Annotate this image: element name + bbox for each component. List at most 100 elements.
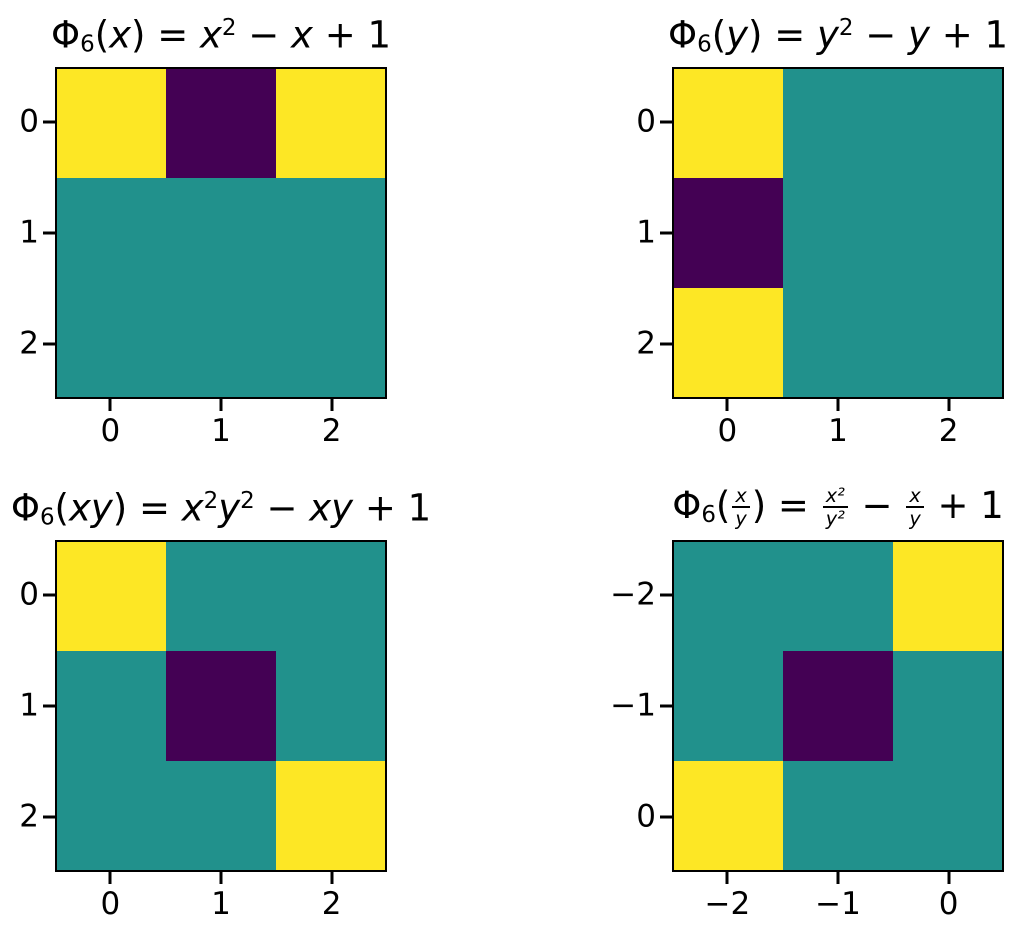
heatmap-cell <box>57 760 167 870</box>
heatmap-cell <box>674 651 784 761</box>
title-segment: xy <box>309 486 354 530</box>
heatmap-cell <box>892 651 1002 761</box>
title-segment: ( <box>711 13 727 57</box>
heatmap-cell <box>275 760 385 870</box>
x-tick-label: 1 <box>828 413 848 449</box>
heatmap-cell <box>783 69 893 179</box>
heatmap-cell <box>783 542 893 652</box>
heatmap-cell <box>892 542 1002 652</box>
tick-mark <box>660 593 672 597</box>
subplot-phi6-y: Φ6(y) = y2 − y + 1 0 1 2 0 1 2 <box>636 16 1008 449</box>
title-segment: − <box>236 13 292 57</box>
heatmap-cell <box>57 542 167 652</box>
tick-mark <box>43 120 55 124</box>
tick-mark <box>43 704 55 708</box>
heatmap-cell <box>57 651 167 761</box>
x-tick-label: 0 <box>100 886 121 922</box>
x-tick-label: 0 <box>100 413 121 449</box>
y-tick-label: 0 <box>19 576 39 613</box>
y-tick-label: 0 <box>19 103 39 140</box>
plot-title-text: Φ6(xy) = x2y2 − xy + 1 <box>11 489 431 530</box>
y-tick-label: 2 <box>19 324 39 361</box>
title-segment: 6 <box>80 31 95 58</box>
title-segment: 2 <box>203 488 219 515</box>
title-segment: + 1 <box>925 483 1004 527</box>
fraction-numerator: x <box>732 485 750 509</box>
plot-title: Φ6(y) = y2 − y + 1 <box>502 3 1023 57</box>
fraction-numerator: x² <box>822 485 848 509</box>
title-segment: 2 <box>838 15 854 42</box>
y-tick-label: 2 <box>19 797 39 834</box>
tick-mark <box>108 872 112 884</box>
x-tick-label: 2 <box>938 413 959 449</box>
heatmap-cell <box>674 178 784 288</box>
title-segment: + 1 <box>929 13 1009 57</box>
heatmap-cell <box>892 69 1002 179</box>
title-segment: y <box>726 13 749 57</box>
heatmap-cell <box>783 651 893 761</box>
heatmap-cell <box>57 178 167 288</box>
title-segment: y <box>908 13 930 57</box>
title-segment: − <box>849 483 905 527</box>
y-tick-label: −1 <box>610 687 656 724</box>
title-segment: ( <box>715 483 731 527</box>
heatmap <box>672 67 1004 399</box>
heatmap-cell <box>674 287 784 397</box>
fraction-denominator: y <box>909 507 921 531</box>
tick-mark <box>219 872 223 884</box>
y-tick-label: 0 <box>636 797 656 834</box>
tick-mark <box>836 399 840 411</box>
heatmap-cell <box>275 178 385 288</box>
title-segment: ( <box>94 13 110 57</box>
tick-mark <box>836 872 840 884</box>
title-segment: y <box>817 13 839 57</box>
heatmap <box>672 540 1004 872</box>
heatmap-cell <box>892 760 1002 870</box>
tick-mark <box>330 399 334 411</box>
plot-title: Φ6(xy) = x2y2 − xy + 1 <box>0 476 557 530</box>
heatmap-cell <box>57 287 167 397</box>
title-segment: 6 <box>701 502 716 529</box>
subplot-phi6-xy: Φ6(xy) = x2y2 − xy + 1 0 1 2 0 1 2 <box>11 489 431 922</box>
x-tick-label: 0 <box>717 413 738 449</box>
title-segment: ) = <box>112 486 182 530</box>
heatmap-cell <box>275 287 385 397</box>
title-segment: 2 <box>221 15 237 42</box>
heatmap-cell <box>166 542 276 652</box>
title-segment: x <box>181 486 204 530</box>
heatmap <box>55 540 387 872</box>
heatmap-cell <box>166 760 276 870</box>
y-tick-label: 2 <box>636 324 656 361</box>
heatmap-cell <box>783 760 893 870</box>
y-tick-label: 1 <box>19 687 39 724</box>
heatmap-cell <box>166 287 276 397</box>
tick-mark <box>947 399 951 411</box>
title-segment: ( <box>54 486 69 530</box>
title-segment: − <box>254 486 310 530</box>
x-tick-label: 1 <box>211 413 231 449</box>
fraction-numerator: x <box>906 485 924 509</box>
y-tick-label: 1 <box>19 214 39 251</box>
tick-mark <box>330 872 334 884</box>
tick-mark <box>660 120 672 124</box>
tick-mark <box>43 342 55 346</box>
heatmap-cell <box>783 287 893 397</box>
heatmap-cell <box>275 69 385 179</box>
tick-mark <box>43 231 55 235</box>
tick-mark <box>43 815 55 819</box>
fraction-denominator: y² <box>825 507 845 531</box>
title-segment: x <box>200 13 222 57</box>
heatmap-cell <box>166 178 276 288</box>
heatmap-cell <box>892 178 1002 288</box>
heatmap-cell <box>166 69 276 179</box>
tick-mark <box>108 399 112 411</box>
x-tick-label: 2 <box>321 886 342 922</box>
heatmap-cell <box>57 69 167 179</box>
tick-mark <box>660 704 672 708</box>
tick-mark <box>660 815 672 819</box>
tick-mark <box>219 399 223 411</box>
